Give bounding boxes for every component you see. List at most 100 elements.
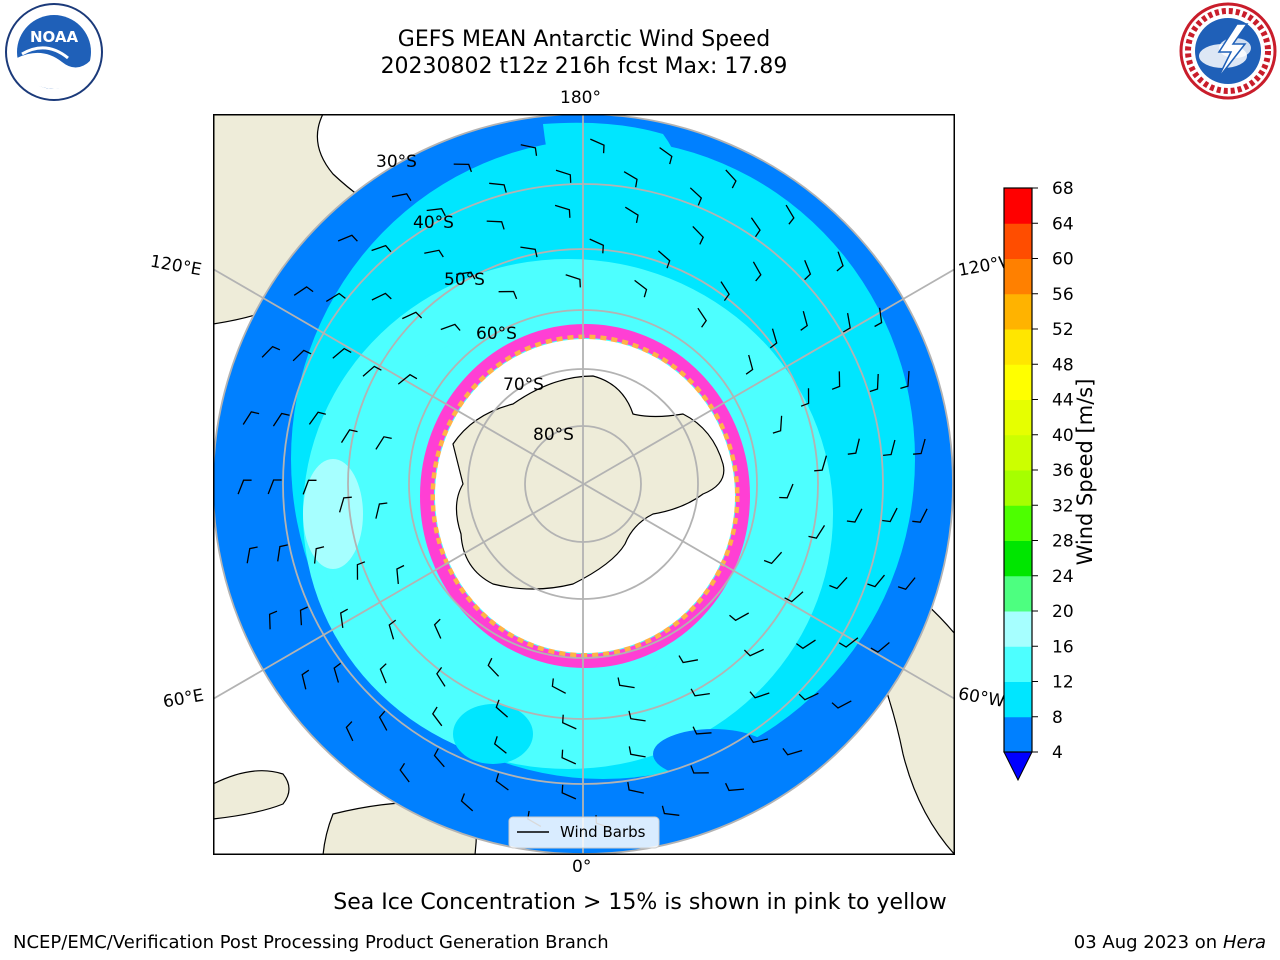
wind-barb — [356, 561, 366, 580]
wind-barb — [847, 438, 860, 455]
wind-barb — [433, 618, 442, 639]
colorbar-tick-label: 4 — [1052, 743, 1063, 763]
wind-barb — [745, 354, 754, 375]
wind-barb — [487, 657, 500, 677]
wind-barb — [729, 612, 750, 622]
wind-barb — [900, 371, 910, 390]
wind-barb — [261, 345, 281, 358]
wind-barb — [690, 688, 710, 697]
wind-barb — [345, 721, 354, 742]
colorbar-cell — [1004, 188, 1032, 224]
wind-barb — [371, 292, 392, 301]
colorbar-tick-label: 12 — [1052, 673, 1074, 693]
wind-barb — [769, 328, 778, 349]
wind-barb — [692, 225, 704, 245]
wind-barb — [725, 169, 737, 189]
wind-barb — [340, 429, 358, 443]
wind-barb — [623, 171, 638, 188]
wind-barb — [692, 726, 712, 735]
wind-barb — [634, 279, 648, 298]
wind-barb — [617, 677, 635, 689]
map-legend: Wind Barbs — [508, 816, 660, 849]
wind-barb — [325, 292, 346, 302]
colorbar-tick-label: 32 — [1052, 496, 1074, 516]
wind-barb — [267, 479, 282, 495]
footer-date-text: 03 Aug 2023 on — [1073, 932, 1218, 953]
lat-label-40s: 40°S — [413, 213, 454, 233]
colorbar-tick-label: 48 — [1052, 355, 1074, 375]
colorbar-tick-label: 16 — [1052, 637, 1074, 657]
colorbar-cells — [1004, 188, 1032, 753]
wind-barb — [782, 748, 803, 756]
wind-barb — [495, 699, 509, 718]
wind-barb — [831, 700, 852, 709]
lat-label-60s: 60°S — [476, 324, 517, 344]
wind-barb — [495, 773, 509, 791]
wind-barb — [748, 735, 769, 744]
wind-barb — [338, 496, 352, 513]
wind-barb — [391, 193, 412, 202]
chart-subtitle: 20230802 t12z 216h fcst Max: 17.89 — [380, 54, 788, 79]
wind-barb — [237, 479, 252, 495]
wind-barb — [798, 692, 819, 701]
wind-barb — [804, 259, 812, 281]
lon-label-0: 0° — [572, 857, 592, 877]
wind-barb — [379, 663, 387, 684]
colorbar-cell — [1004, 364, 1032, 400]
polar-map: Wind Barbs — [213, 114, 955, 855]
footer-date: 03 Aug 2023 on Hera — [1074, 932, 1266, 953]
colorbar-cell — [1004, 611, 1032, 647]
wind-barb — [624, 206, 639, 224]
wind-barb — [371, 244, 392, 253]
wind-barb — [913, 438, 926, 455]
lat-label-50s: 50°S — [444, 270, 485, 290]
wind-barb — [378, 710, 388, 731]
colorbar-cell — [1004, 223, 1032, 259]
colorbar-cell — [1004, 646, 1032, 682]
wind-barb — [565, 274, 581, 288]
wind-barb — [456, 271, 476, 280]
wind-barb — [628, 710, 646, 722]
wind-barb — [725, 782, 745, 792]
wind-barb — [763, 551, 783, 565]
wind-barb — [337, 234, 358, 242]
wind-barb — [720, 281, 730, 301]
noaa-logo: NOAA — [2, 2, 106, 106]
colorbar-tick-label: 68 — [1052, 180, 1074, 199]
legend-label: Wind Barbs — [560, 823, 646, 841]
map-frame — [213, 114, 955, 855]
wind-barb — [292, 349, 312, 362]
wind-barb — [555, 169, 572, 183]
wind-barb — [842, 312, 851, 333]
wind-barb — [796, 639, 816, 650]
wind-barb — [749, 691, 770, 699]
wind-barb — [846, 508, 863, 523]
wind-barb — [697, 307, 707, 328]
wind-barb — [397, 373, 418, 385]
noaa-logo-text: NOAA — [30, 28, 79, 46]
wind-barb — [453, 163, 473, 173]
wind-barb — [302, 479, 317, 495]
wind-barb — [779, 483, 794, 499]
wind-barb — [912, 508, 928, 523]
colorbar-cell — [1004, 329, 1032, 365]
colorbar-cell — [1004, 434, 1032, 471]
wind-barb — [301, 669, 310, 690]
wind-barb — [299, 606, 308, 626]
colorbar: 4 8 12 16 20 24 28 32 36 40 44 48 52 56 60 64 68 — [995, 179, 1085, 794]
wind-barb — [333, 662, 341, 683]
colorbar-tick-label: 24 — [1052, 567, 1074, 587]
wind-barb — [831, 371, 841, 390]
colorbar-extend — [1003, 751, 1033, 782]
wind-barb — [375, 436, 392, 450]
wind-barb — [750, 217, 761, 238]
wind-barb — [308, 411, 326, 425]
colorbar-cell — [1004, 505, 1032, 541]
wind-barb — [433, 748, 445, 768]
wind-barb — [440, 323, 461, 331]
wind-barb — [590, 138, 605, 154]
wind-barb — [426, 208, 446, 217]
wind-barb — [752, 261, 762, 282]
wind-barb — [388, 619, 397, 640]
